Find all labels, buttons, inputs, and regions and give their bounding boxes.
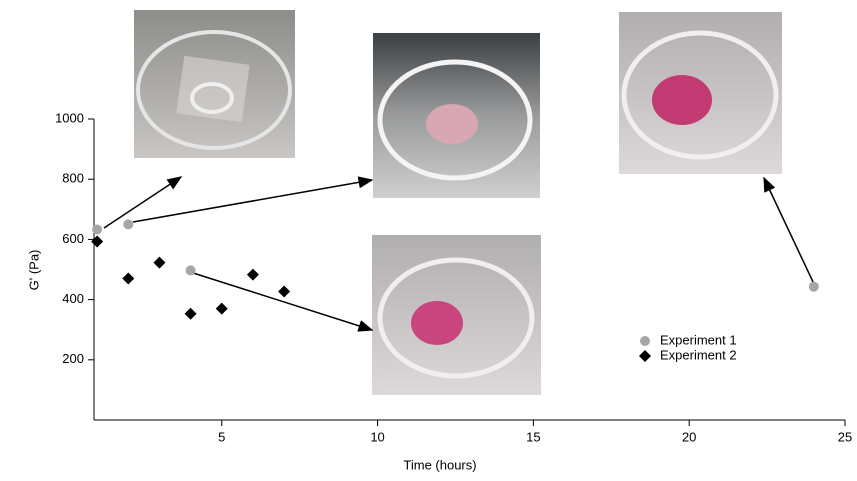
arrows bbox=[103, 176, 815, 332]
legend-marker bbox=[640, 336, 650, 346]
circle-point bbox=[808, 281, 819, 292]
x-axis-label: Time (hours) bbox=[403, 457, 476, 472]
x-tick-label: 15 bbox=[526, 429, 540, 444]
diamond-point bbox=[153, 256, 166, 269]
diamond-point bbox=[215, 302, 228, 315]
legend-label: Experiment 2 bbox=[660, 347, 737, 362]
axes bbox=[93, 119, 845, 421]
diamond-point bbox=[122, 272, 135, 285]
diamond-point bbox=[246, 268, 259, 281]
x-tick-label: 25 bbox=[838, 429, 852, 444]
x-tick-label: 20 bbox=[682, 429, 696, 444]
y-tick-label: 200 bbox=[62, 351, 84, 366]
legend-label: Experiment 1 bbox=[660, 332, 737, 347]
circle-point bbox=[123, 219, 134, 230]
y-tick-label: 400 bbox=[62, 291, 84, 306]
photos bbox=[134, 10, 782, 395]
diamond-point bbox=[278, 285, 291, 298]
y-tick-label: 600 bbox=[62, 231, 84, 246]
y-tick-label: 1000 bbox=[55, 110, 84, 125]
circle-point bbox=[185, 265, 196, 276]
y-axis-label: G' (Pa) bbox=[26, 250, 41, 291]
diamond-point bbox=[91, 235, 104, 248]
y-tick-label: 800 bbox=[62, 171, 84, 186]
legend-marker bbox=[639, 350, 651, 362]
circle-point bbox=[92, 224, 103, 235]
x-tick-label: 10 bbox=[370, 429, 384, 444]
diamond-point bbox=[184, 307, 197, 320]
x-tick-label: 5 bbox=[218, 429, 225, 444]
